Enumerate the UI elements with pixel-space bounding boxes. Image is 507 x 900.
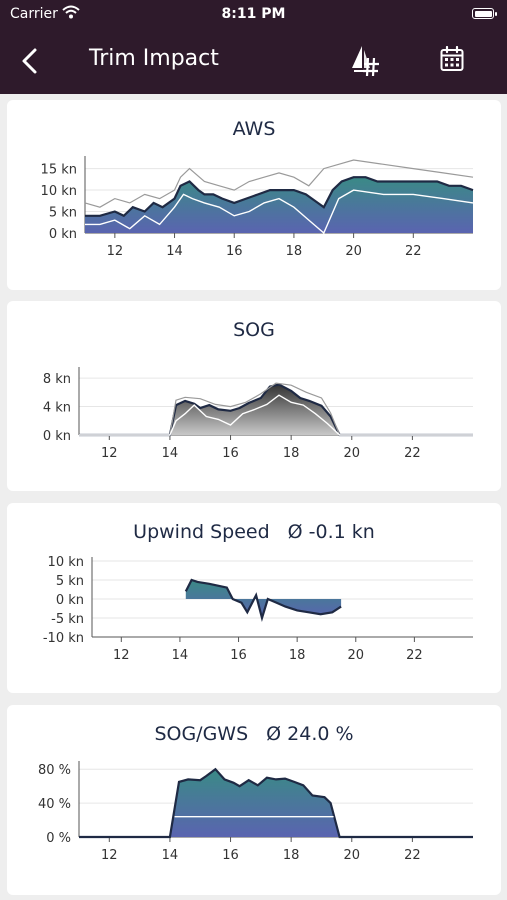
chart-svg: -10 kn -5 kn 0 kn 5 kn 10 kn 12 14 16 18 20 22 — [43, 555, 473, 663]
series-line — [85, 176, 474, 218]
chart-title: Upwind Speed — [133, 521, 270, 543]
y-tick-label: 0 kn — [49, 227, 77, 242]
chart-card-sog: SOG 0 kn 4 kn 8 kn 12 14 16 18 20 22 — [7, 301, 501, 491]
x-tick-label: 20 — [343, 848, 360, 863]
y-tick-label: 4 kn — [43, 401, 71, 416]
x-tick-label: 12 — [101, 848, 118, 863]
x-tick-label: 16 — [222, 848, 239, 863]
x-tick-label: 22 — [404, 446, 421, 461]
x-tick-label: 16 — [222, 446, 239, 461]
chart-average: Ø 24.0 % — [266, 723, 354, 745]
chart-title: SOG — [233, 319, 275, 341]
x-tick-label: 12 — [113, 648, 130, 663]
chart-title: AWS — [232, 118, 276, 140]
x-tick-label: 18 — [283, 446, 300, 461]
y-tick-label: 15 kn — [41, 163, 77, 178]
y-tick-label: 80 % — [38, 763, 71, 778]
series-line — [79, 767, 473, 839]
nav-bar: Trim Impact — [0, 28, 507, 94]
x-tick-label: 22 — [404, 848, 421, 863]
chart-svg: 0 kn 4 kn 8 kn 12 14 16 18 20 22 — [43, 367, 473, 461]
y-tick-label: 5 kn — [56, 574, 84, 589]
clock: 8:11 PM — [221, 6, 286, 22]
y-tick-label: -10 kn — [43, 631, 84, 646]
page-title: Trim Impact — [89, 46, 219, 71]
series-line-secondary — [84, 159, 474, 208]
chart-svg: 0 kn 5 kn 10 kn 15 kn 12 14 16 18 20 22 — [41, 156, 474, 259]
carrier-label: Carrier — [10, 6, 58, 22]
chart-title-row: Upwind Speed Ø -0.1 kn — [7, 521, 501, 543]
x-tick-label: 22 — [406, 648, 423, 663]
x-tick-label: 14 — [172, 648, 189, 663]
x-tick-label: 14 — [162, 446, 179, 461]
chart-svg: 0 % 40 % 80 % 12 14 16 18 20 22 — [38, 761, 473, 863]
x-tick-label: 18 — [286, 244, 303, 259]
x-tick-label: 20 — [347, 648, 364, 663]
wifi-icon — [62, 5, 80, 19]
x-tick-label: 12 — [101, 446, 118, 461]
series-area — [85, 177, 473, 233]
status-bar: Carrier 8:11 PM — [0, 0, 507, 28]
x-tick-label: 16 — [230, 648, 247, 663]
series-area — [79, 384, 473, 435]
chevron-left-icon — [22, 48, 37, 74]
chart-card-aws: AWS 0 kn 5 kn 10 kn 15 kn 12 14 16 18 20 22 — [7, 100, 501, 290]
series-area — [185, 580, 342, 618]
battery-icon — [472, 8, 497, 19]
chart-title-row: AWS — [7, 118, 501, 140]
calendar-icon — [440, 46, 464, 71]
series-line-secondary — [79, 394, 473, 436]
x-tick-label: 18 — [289, 648, 306, 663]
x-tick-label: 20 — [343, 446, 360, 461]
y-tick-label: 8 kn — [43, 372, 71, 387]
x-tick-label: 16 — [226, 244, 243, 259]
chart-title: SOG/GWS — [154, 723, 249, 745]
y-tick-label: 0 kn — [56, 593, 84, 608]
chart-card-upwind-speed: Upwind Speed Ø -0.1 kn -10 kn -5 kn 0 kn 5 k… — [7, 503, 501, 693]
back-button[interactable] — [18, 46, 42, 76]
x-tick-label: 14 — [166, 244, 183, 259]
calendar-button[interactable] — [440, 46, 464, 72]
x-tick-label: 14 — [162, 848, 179, 863]
y-tick-label: 40 % — [38, 797, 71, 812]
y-tick-label: 10 kn — [41, 184, 77, 199]
series-line-secondary — [79, 382, 473, 436]
x-tick-label: 22 — [405, 244, 422, 259]
sail-number-icon[interactable] — [350, 44, 382, 78]
x-tick-label: 18 — [283, 848, 300, 863]
y-tick-label: 0 kn — [43, 429, 71, 444]
series-line-secondary — [85, 189, 474, 235]
series-area — [79, 769, 473, 837]
chart-title-row: SOG — [7, 319, 501, 341]
y-tick-label: 10 kn — [48, 555, 84, 570]
x-tick-label: 20 — [345, 244, 362, 259]
y-tick-label: 0 % — [46, 831, 71, 846]
chart-title-row: SOG/GWS Ø 24.0 % — [7, 723, 501, 745]
chart-card-sog-gws: SOG/GWS Ø 24.0 % 0 % 40 % 80 % 12 14 16 18 20 22 — [7, 705, 501, 895]
series-line — [79, 383, 473, 437]
x-tick-label: 12 — [107, 244, 124, 259]
y-tick-label: -5 kn — [51, 612, 84, 627]
series-line — [184, 578, 342, 623]
chart-average: Ø -0.1 kn — [287, 521, 375, 543]
y-tick-label: 5 kn — [49, 206, 77, 221]
